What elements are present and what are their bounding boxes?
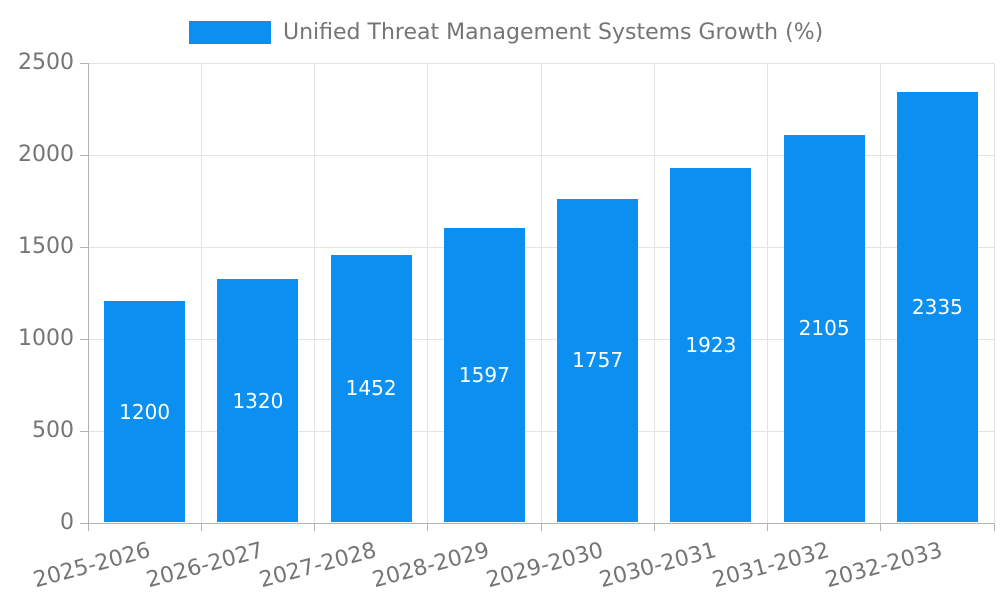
x-axis-label: 2029-2030 bbox=[483, 538, 606, 594]
y-axis-tick bbox=[80, 246, 88, 248]
y-axis-label: 2000 bbox=[18, 142, 74, 167]
bar-value-label: 1320 bbox=[232, 388, 284, 413]
y-axis-label: 1500 bbox=[18, 234, 74, 259]
legend-swatch-icon bbox=[189, 21, 271, 44]
x-axis-label: 2026-2027 bbox=[143, 538, 267, 594]
bar: 2335 bbox=[896, 92, 978, 522]
x-axis-tick bbox=[314, 523, 315, 531]
y-axis-tick bbox=[80, 338, 88, 340]
legend-label: Unified Threat Management Systems Growth… bbox=[283, 20, 824, 45]
bar: 1923 bbox=[670, 168, 752, 522]
y-axis-tick bbox=[80, 62, 88, 64]
x-axis-label: 2030-2031 bbox=[596, 538, 720, 594]
bar: 1597 bbox=[443, 228, 525, 522]
v-gridline bbox=[880, 63, 882, 523]
y-axis-label: 1000 bbox=[18, 326, 74, 351]
y-axis-line bbox=[88, 63, 89, 523]
y-axis-tick bbox=[80, 154, 88, 156]
x-axis-label: 2028-2029 bbox=[370, 538, 493, 594]
x-axis-label: 2027-2028 bbox=[257, 538, 380, 594]
bar-value-label: 2105 bbox=[798, 316, 850, 341]
bar: 1757 bbox=[557, 198, 639, 522]
bar-value-label: 1597 bbox=[458, 363, 510, 388]
x-axis-line bbox=[88, 523, 994, 524]
bar-value-label: 1757 bbox=[572, 348, 624, 373]
bar: 2105 bbox=[783, 134, 865, 522]
y-axis-label: 0 bbox=[60, 510, 74, 535]
bar: 1200 bbox=[104, 301, 186, 522]
v-gridline bbox=[540, 63, 542, 523]
bar: 1320 bbox=[217, 279, 299, 522]
bar-value-label: 1200 bbox=[119, 399, 171, 424]
x-axis-tick bbox=[993, 523, 995, 531]
v-gridline bbox=[767, 63, 768, 523]
x-axis-tick bbox=[653, 523, 655, 531]
bar-value-label: 1923 bbox=[685, 333, 737, 358]
y-axis-label: 500 bbox=[32, 418, 74, 443]
legend: Unified Threat Management Systems Growth… bbox=[189, 20, 823, 45]
x-axis-label: 2025-2026 bbox=[30, 538, 153, 594]
v-gridline bbox=[427, 63, 429, 523]
x-axis-tick bbox=[540, 523, 542, 531]
v-gridline bbox=[653, 63, 655, 523]
bar-value-label: 2335 bbox=[911, 295, 963, 320]
x-axis-tick bbox=[880, 523, 882, 531]
plot-area: 0 500 1000 1500 2000 2500 1200 1320 1452 1597 1757… bbox=[18, 50, 995, 593]
x-axis-label: 2032-2033 bbox=[823, 538, 946, 594]
bar-value-label: 1452 bbox=[345, 376, 397, 401]
x-axis-tick bbox=[767, 523, 768, 531]
v-gridline bbox=[200, 63, 202, 523]
x-axis-label: 2031-2032 bbox=[710, 538, 833, 594]
x-axis-tick bbox=[87, 523, 89, 531]
x-axis-tick bbox=[427, 523, 429, 531]
x-axis-tick bbox=[200, 523, 202, 531]
v-gridline bbox=[314, 63, 315, 523]
y-axis-label: 2500 bbox=[18, 50, 74, 75]
v-gridline bbox=[993, 63, 995, 523]
y-axis-tick bbox=[80, 430, 88, 432]
y-axis-tick bbox=[80, 522, 88, 524]
bar: 1452 bbox=[330, 254, 412, 522]
